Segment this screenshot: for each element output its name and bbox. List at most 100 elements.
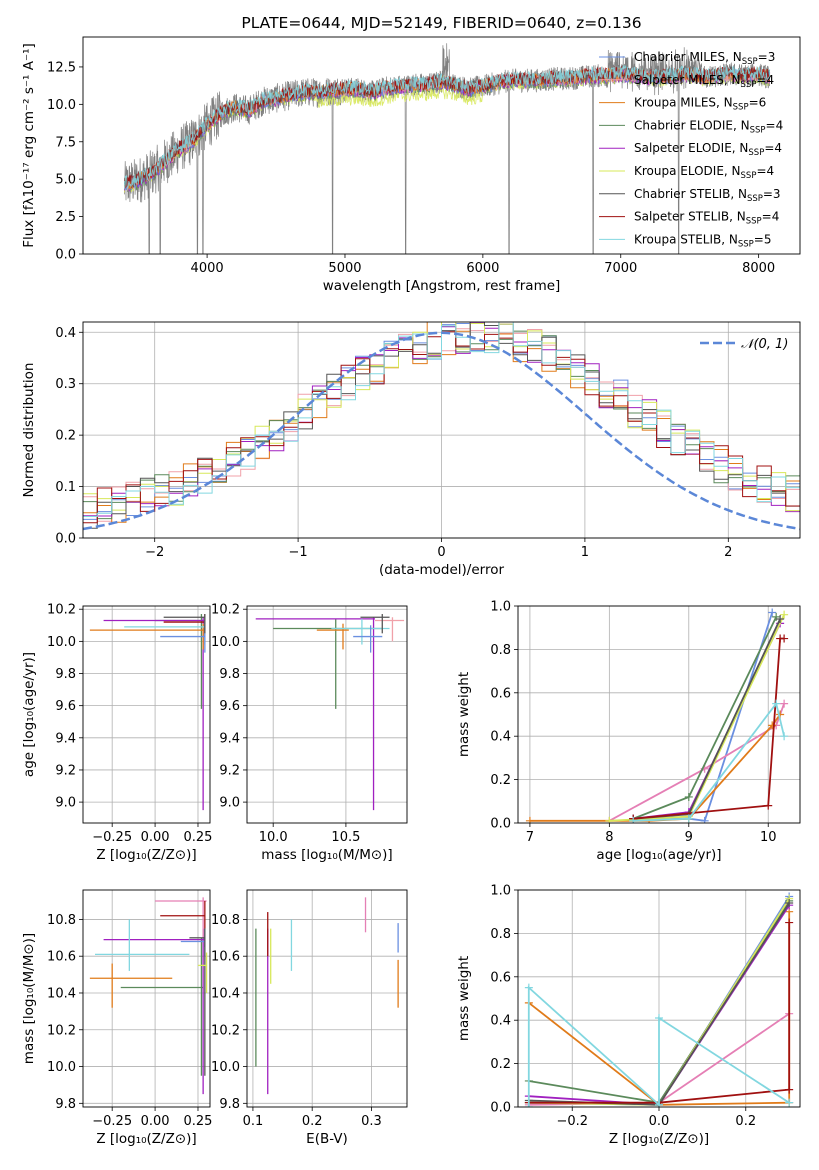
legend-label-sub: SSP	[747, 194, 763, 204]
x-tick-label: 0.3	[361, 1114, 382, 1129]
weight-marker	[524, 1103, 533, 1107]
y-tick-label: 0.6	[490, 970, 511, 985]
y-tick-label: 10.0	[47, 98, 76, 113]
y-tick-label: 0.0	[55, 532, 76, 547]
y-tick-label: 7.5	[55, 135, 76, 150]
weight-marker	[772, 699, 781, 708]
x-tick-label: −0.2	[556, 1114, 588, 1129]
legend-label-text: Chabrier STELIB, N	[634, 187, 747, 201]
chart-title: PLATE=0644, MJD=52149, FIBERID=0640, z=0…	[241, 14, 641, 32]
age-vs-mass-panel: 10.0 10.5 9.0 9.2 9.4 9.6 9.8 10.0 10.2 mass [log…	[211, 603, 408, 863]
y-tick-label: 0.4	[490, 1014, 511, 1029]
y-tick-label: 0.6	[490, 686, 511, 701]
axes-frame	[82, 605, 211, 824]
axes-frame	[246, 605, 408, 824]
y-axis-label: Flux [fλ10⁻¹⁷ erg cm⁻² s⁻¹ A⁻¹]	[21, 43, 37, 248]
x-tick-label: 0	[437, 545, 445, 560]
legend-label: Salpeter ELODIE, NSSP=4	[634, 141, 782, 158]
errorbars	[89, 614, 206, 811]
y-tick-label: 10.6	[47, 950, 76, 965]
weight-marker	[525, 816, 534, 823]
y-tick-label: 10.6	[211, 950, 240, 965]
y-tick-label: 10.4	[47, 986, 76, 1001]
weight-marker	[780, 732, 789, 741]
y-tick-label: 0.0	[490, 1101, 511, 1116]
x-tick-label: 0.00	[141, 830, 170, 845]
x-tick-label: 2	[724, 545, 732, 560]
legend-label: Chabrier MILES, NSSP=3	[634, 50, 775, 67]
weight-lines	[524, 892, 794, 1107]
weight-marker	[785, 1085, 794, 1094]
y-tick-label: 0.4	[55, 326, 76, 341]
x-tick-label: 0.00	[141, 1114, 170, 1129]
legend-label: Kroupa STELIB, NSSP=5	[634, 232, 772, 249]
x-tick-label: 4000	[191, 261, 224, 276]
y-tick-label: 9.6	[219, 699, 240, 714]
y-tick-label: 10.2	[211, 1023, 240, 1038]
y-tick-label: 12.5	[47, 60, 76, 75]
x-axis-label: Z [log₁₀(Z/Z⊙)]	[96, 847, 196, 863]
x-tick-label: 7	[526, 830, 534, 845]
weight-line-chabrier-elodie	[632, 616, 778, 820]
y-tick-label: 0.2	[490, 1057, 511, 1072]
y-tick-label: 0.0	[55, 248, 76, 263]
weight-line-kroupa-stelib	[633, 701, 785, 822]
axes-frame	[82, 321, 801, 539]
y-axis-label: mass weight	[456, 672, 472, 757]
legend-label-text: Chabrier ELODIE, N	[634, 118, 750, 132]
y-axis-label: Normed distribution	[21, 363, 37, 498]
x-tick-label: 0.1	[243, 1114, 264, 1129]
legend-label-sub: SSP	[738, 239, 754, 249]
y-tick-label: 0.2	[490, 773, 511, 788]
weight-line-kroupa-elodie	[609, 614, 785, 822]
x-axis-label: Z [log₁₀(Z/Z⊙)]	[609, 1131, 709, 1147]
legend-label: Kroupa ELODIE, NSSP=4	[634, 164, 774, 181]
spectrum-model-kroupa-stelib	[124, 64, 771, 190]
legend-label-sub: SSP	[741, 171, 757, 181]
y-tick-label: 0.4	[490, 730, 511, 745]
weight-marker	[764, 801, 773, 810]
legend-label-text: Chabrier MILES, N	[634, 50, 742, 64]
axes-frame	[517, 605, 801, 824]
y-tick-label: 1.0	[490, 600, 511, 615]
legend-label-tail: =5	[754, 232, 772, 246]
legend-label-sub: SSP	[741, 80, 757, 90]
weight-marker	[785, 899, 794, 908]
y-tick-label: 10.2	[211, 603, 240, 618]
y-tick-label: 5.0	[55, 173, 76, 188]
axes-frame	[517, 889, 801, 1108]
legend-label-sub: SSP	[750, 125, 766, 135]
x-tick-label: 10.5	[331, 830, 360, 845]
weight-marker	[684, 814, 693, 823]
y-tick-label: 10.4	[211, 986, 240, 1001]
legend-label: Kroupa MILES, NSSP=6	[634, 96, 766, 113]
y-tick-label: 9.2	[219, 763, 240, 778]
legend-label-sub: SSP	[748, 148, 764, 158]
residual-steps	[83, 322, 800, 531]
weight-marker	[605, 816, 614, 823]
legend-label-text: Kroupa ELODIE, N	[634, 164, 741, 178]
x-axis-label: E(B-V)	[306, 1131, 348, 1147]
axes-frame	[82, 889, 211, 1108]
y-tick-label: 9.8	[55, 667, 76, 682]
weight-marker	[780, 634, 789, 643]
spectrum-panel: 4000 5000 6000 7000 8000 0.0 2.5 5.0 7.5 10.0 12.5…	[21, 14, 801, 294]
y-tick-label: 0.1	[55, 480, 76, 495]
legend-label: Chabrier ELODIE, NSSP=4	[634, 118, 783, 135]
legend-label-text: Kroupa MILES, N	[634, 96, 733, 110]
weight-line-chabrier-miles	[633, 612, 774, 822]
y-tick-label: 0.3	[55, 377, 76, 392]
weight-line-kroupa-miles	[529, 713, 781, 822]
x-axis-label: (data-model)/error	[379, 562, 505, 578]
y-tick-label: 9.4	[219, 731, 240, 746]
legend-label-tail: =4	[762, 210, 780, 224]
weight-marker	[780, 610, 789, 619]
weight-marker	[655, 1014, 663, 1023]
massweight-vs-age-panel: 7 8 9 10 0.0 0.2 0.4 0.6 0.8 1.0 age [log₁₀(age/yr…	[456, 600, 801, 863]
x-tick-label: 9	[685, 830, 693, 845]
y-tick-label: 0.8	[490, 643, 511, 658]
weight-marker	[684, 792, 693, 801]
x-tick-label: 5000	[328, 261, 361, 276]
legend-label-tail: =4	[766, 118, 784, 132]
